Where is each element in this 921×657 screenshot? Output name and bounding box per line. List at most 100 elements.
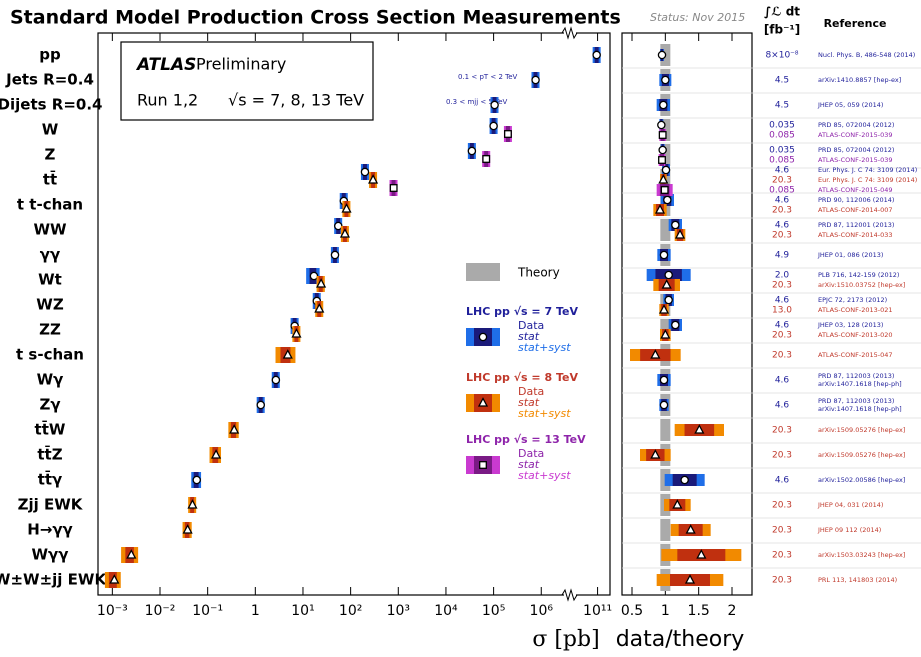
energy-label: √s = 7, 8, 13 TeV — [228, 91, 364, 110]
ratio-point — [658, 174, 669, 184]
ratio-point — [661, 165, 671, 175]
axis-break — [561, 26, 578, 602]
lumi-value: 20.3 — [772, 526, 792, 536]
lumi-value: 0.085 — [769, 131, 795, 141]
x-tick-label: 10⁴ — [434, 603, 458, 619]
data-point — [229, 424, 240, 434]
data-point — [389, 184, 398, 192]
reference: PLB 716, 142-159 (2012) — [818, 271, 899, 279]
x-tick-label: 10² — [339, 603, 362, 619]
data-point — [126, 549, 137, 559]
category-label: tt̄Z — [37, 444, 62, 464]
theory-band — [660, 219, 671, 241]
lumi-value: 4.6 — [775, 401, 790, 411]
x-tick-label: 10³ — [387, 603, 410, 619]
category-label: Wt — [38, 271, 62, 289]
legend-title: LHC pp √s = 8 TeV — [466, 371, 578, 384]
theory-swatch — [466, 263, 500, 281]
reference: JHEP 01, 086 (2013) — [817, 251, 883, 259]
lumi-value: 4.6 — [775, 196, 790, 206]
x-tick-label: 10⁻² — [145, 603, 176, 619]
ratio-point — [671, 220, 680, 230]
lumi-value: 20.3 — [772, 331, 792, 341]
reference: PRD 87, 112001 (2013) — [818, 221, 894, 229]
lumi-value: 0.085 — [769, 156, 795, 166]
reference: PRD 85, 072004 (2012) — [818, 121, 894, 129]
data-point — [504, 130, 512, 138]
theory-band — [660, 519, 671, 541]
reference: JHEP 04, 031 (2014) — [817, 501, 883, 509]
ratio-point — [685, 524, 696, 534]
ratio-point — [664, 295, 673, 305]
x-tick-label: 1 — [661, 603, 670, 619]
category-label: pp — [39, 46, 61, 64]
reference: arXiv:1509.05276 [hep-ex] — [818, 451, 905, 459]
ratio-point — [650, 349, 661, 359]
category-label: WW — [33, 221, 67, 239]
data-point — [339, 228, 351, 238]
reference: arXiv:1407.1618 [hep-ph] — [818, 405, 902, 413]
legend-label: stat+syst — [518, 407, 571, 420]
ratio-point — [694, 424, 705, 434]
ratio-point — [680, 475, 689, 485]
lumi-value: 20.3 — [772, 551, 792, 561]
reference: PRD 87, 112003 (2013) — [818, 397, 894, 405]
legend-label: Data — [518, 319, 544, 332]
data-point — [330, 250, 340, 260]
legend-title: LHC pp √s = 7 TeV — [466, 305, 578, 318]
status: Status: Nov 2015 — [650, 11, 745, 24]
ratio-point — [661, 75, 670, 85]
data-point — [109, 574, 120, 584]
reference: Nucl. Phys. B, 486-548 (2014) — [818, 51, 915, 59]
data-point — [341, 203, 352, 213]
run-label: Run 1,2 — [137, 91, 198, 110]
legend-title: LHC pp √s = 13 TeV — [466, 433, 586, 446]
legend-label: stat — [518, 330, 540, 343]
category-label: Z — [45, 146, 56, 164]
ratio-point — [660, 186, 669, 194]
data-point — [192, 475, 201, 485]
category-label: WZ — [36, 296, 64, 314]
x-tick-label: 2 — [728, 603, 737, 619]
x-tick-label: 10¹ — [291, 603, 314, 619]
data-point — [482, 155, 491, 163]
ratio-point — [658, 145, 667, 155]
ratio-point — [654, 204, 666, 214]
reference: arXiv:1509.05276 [hep-ex] — [818, 426, 905, 434]
reference: arXiv:1503.03243 [hep-ex] — [818, 551, 905, 559]
data-point — [271, 375, 281, 385]
x-tick-label: 10⁻¹ — [192, 603, 223, 619]
category-label: tt̄γ — [38, 469, 63, 489]
data-point — [489, 121, 498, 131]
reference: JHEP 05, 059 (2014) — [817, 101, 883, 109]
reference: EPJC 72, 2173 (2012) — [818, 296, 887, 304]
reference-header: Reference — [824, 17, 887, 30]
ratio-point — [658, 304, 670, 314]
reference: arXiv:1502.00586 [hep-ex] — [818, 476, 905, 484]
lumi-value: 4.6 — [775, 476, 790, 486]
reference: ATLAS-CONF-2015-047 — [818, 351, 893, 359]
data-point — [592, 50, 601, 60]
lumi-value: 20.3 — [772, 281, 792, 291]
x-tick-label: 1.5 — [688, 603, 710, 619]
x-tick-label: 10⁵ — [482, 603, 505, 619]
data-point — [309, 271, 319, 281]
reference: arXiv:1510.03752 [hep-ex] — [818, 281, 905, 289]
reference: PRD 90, 112006 (2014) — [818, 196, 894, 204]
category-label: tt̄ — [43, 169, 57, 189]
reference: ATLAS-CONF-2014-033 — [818, 231, 893, 239]
category-label: Dijets R=0.4 — [0, 96, 102, 114]
lumi-value: 20.3 — [772, 351, 792, 361]
reference: ATLAS-CONF-2013-020 — [818, 331, 893, 339]
category-label: W±W±jj EWK — [0, 571, 107, 589]
category-label: ZZ — [39, 321, 61, 339]
legend-label: stat+syst — [518, 341, 571, 354]
x-tick-label: 1 — [251, 603, 260, 619]
legend-marker — [479, 461, 487, 469]
data-point — [531, 75, 540, 85]
x-tick-label: 10¹¹ — [583, 603, 612, 619]
lumi-value: 20.3 — [772, 451, 792, 461]
x-axis-label: σ [pb] — [532, 627, 599, 652]
category-label: Jets R=0.4 — [5, 71, 94, 89]
data-point — [467, 146, 477, 156]
